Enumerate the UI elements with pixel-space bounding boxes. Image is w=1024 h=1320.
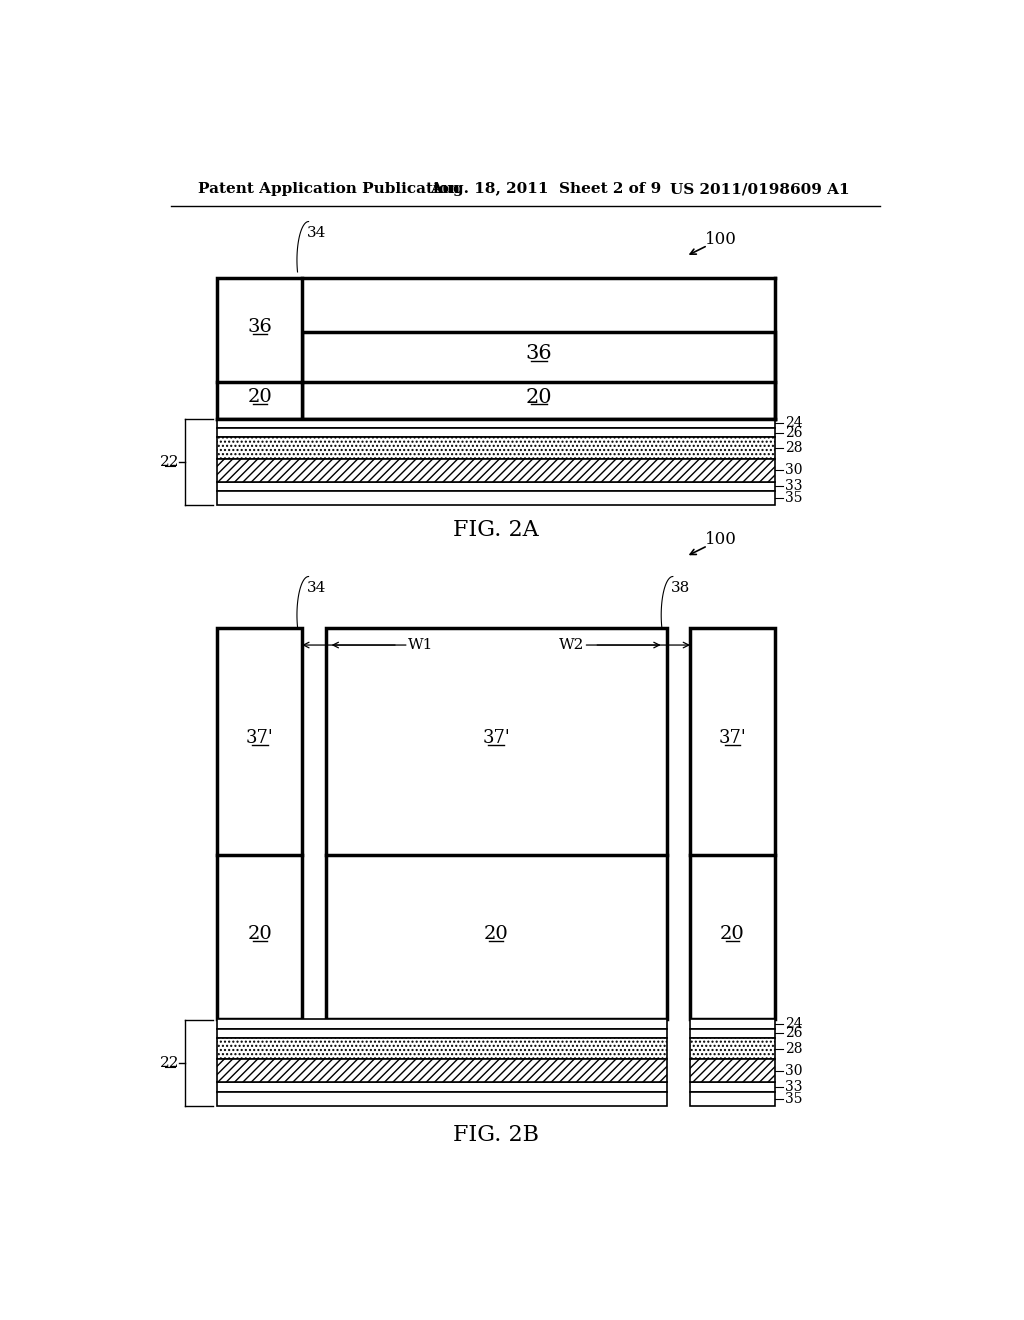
Bar [217,418,775,428]
Text: 34: 34 [306,581,326,595]
Text: 37': 37' [719,730,746,747]
Text: 36: 36 [525,345,552,363]
Bar [217,1082,667,1092]
Text: 34: 34 [306,226,326,240]
Text: 20: 20 [525,388,552,407]
Text: 28: 28 [785,441,803,455]
Bar [217,459,775,482]
Bar [690,1028,775,1038]
Text: 37': 37' [246,730,273,747]
Bar [690,1082,775,1092]
Text: 24: 24 [785,1016,803,1031]
Bar [690,1038,775,1059]
Text: FIG. 2A: FIG. 2A [454,519,539,541]
Text: 30: 30 [785,463,803,478]
Bar [217,628,302,1019]
Text: 33: 33 [785,479,803,494]
Bar [217,437,775,459]
Text: W1: W1 [409,638,434,652]
Text: 36: 36 [248,318,272,335]
Text: US 2011/0198609 A1: US 2011/0198609 A1 [671,182,850,197]
Bar [217,1028,667,1038]
Bar [217,482,775,491]
Text: 30: 30 [785,1064,803,1078]
Bar [690,1092,775,1106]
Text: 26: 26 [785,425,803,440]
Text: 26: 26 [785,1026,803,1040]
Text: 37': 37' [482,730,510,747]
Bar [217,1092,667,1106]
Bar [217,491,775,506]
Bar [217,1038,667,1059]
Text: 20: 20 [248,925,272,942]
Text: 28: 28 [785,1041,803,1056]
Bar [217,1019,667,1028]
Text: Aug. 18, 2011  Sheet 2 of 9: Aug. 18, 2011 Sheet 2 of 9 [430,182,662,197]
Text: 22: 22 [160,1056,179,1069]
Text: 20: 20 [248,388,272,407]
Bar [690,628,775,1019]
Text: 22: 22 [160,455,179,469]
Text: W2: W2 [558,638,584,652]
Bar [302,331,775,418]
Bar [217,277,302,418]
Text: 100: 100 [706,231,737,248]
Text: 24: 24 [785,416,803,430]
Text: 100: 100 [706,531,737,548]
Bar [217,1059,667,1082]
Text: 20: 20 [720,925,744,942]
Text: 33: 33 [785,1080,803,1094]
Bar [326,628,667,1019]
Text: 38: 38 [671,581,690,595]
Text: 35: 35 [785,1092,803,1106]
Bar [690,1019,775,1028]
Text: Patent Application Publication: Patent Application Publication [198,182,460,197]
Text: 20: 20 [483,925,509,942]
Bar [217,428,775,437]
Text: 35: 35 [785,491,803,506]
Text: FIG. 2B: FIG. 2B [454,1123,539,1146]
Bar [690,1059,775,1082]
